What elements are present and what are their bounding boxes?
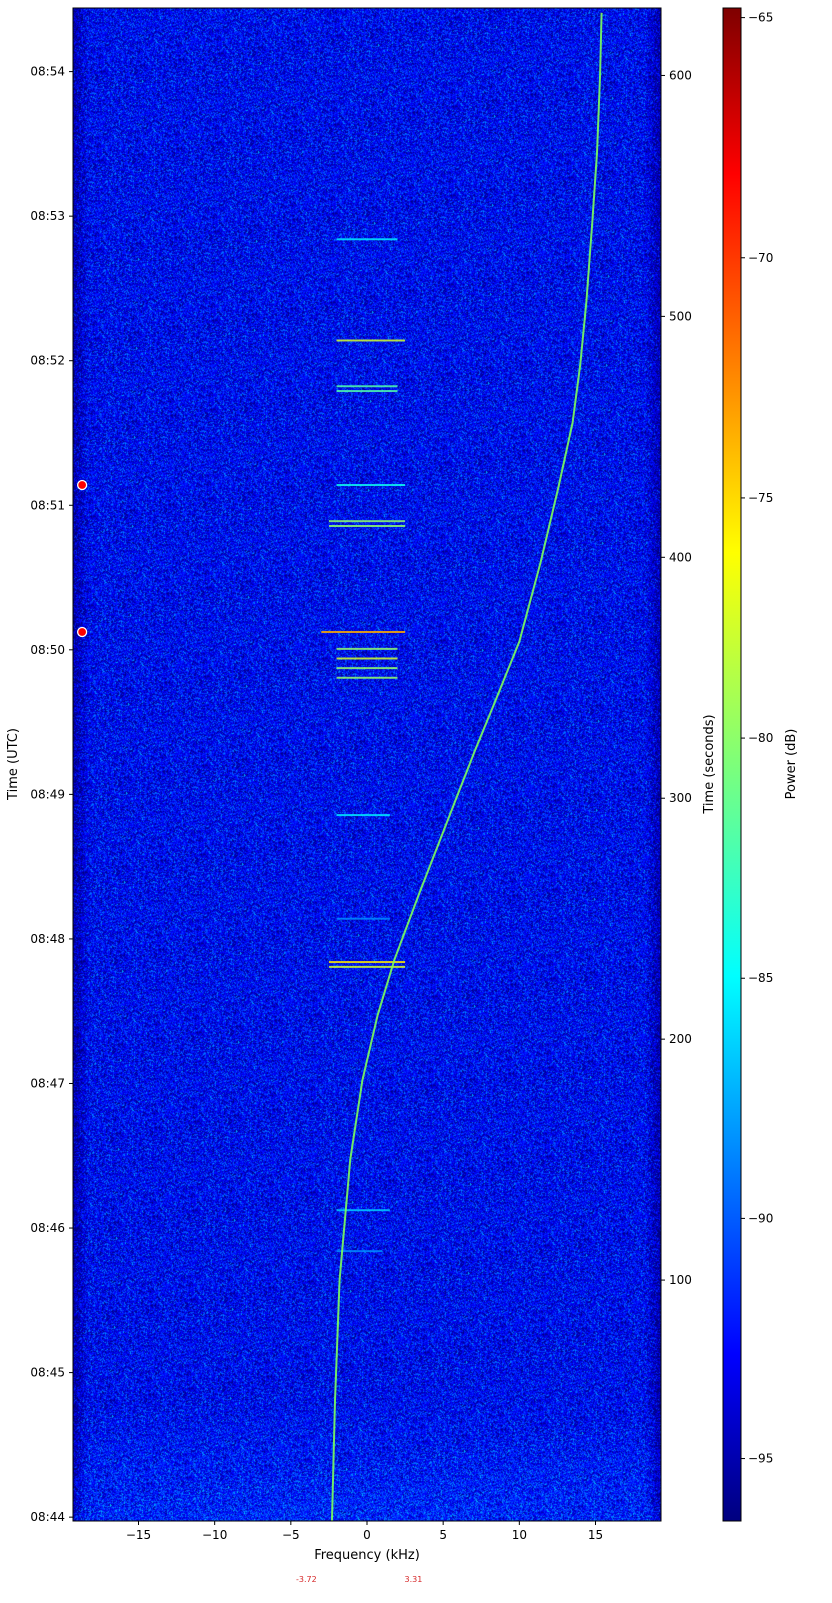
- right-tick-label: 100: [669, 1273, 692, 1287]
- left-tick-label: 08:53: [30, 209, 65, 223]
- right-tick-label: 600: [669, 68, 692, 82]
- left-tick-label: 08:49: [30, 787, 65, 801]
- x-tick-label: 15: [588, 1528, 603, 1542]
- left-tick-label: 08:46: [30, 1221, 65, 1235]
- colorbar-label: Power (dB): [784, 729, 799, 800]
- colorbar-tick-label: −65: [748, 11, 773, 25]
- left-tick-label: 08:54: [30, 65, 65, 79]
- left-axis-label: Time (UTC): [6, 728, 21, 801]
- right-tick-label: 300: [669, 791, 692, 805]
- x-tick-label: −5: [282, 1528, 300, 1542]
- signal-burst: [336, 667, 398, 670]
- doppler-trace: [330, 12, 603, 1522]
- frequency-annotation: -3.72: [296, 1575, 317, 1584]
- event-marker: [76, 479, 88, 491]
- event-marker: [76, 626, 88, 638]
- signal-burst: [328, 965, 406, 968]
- signal-burst: [336, 484, 406, 487]
- signal-burst: [336, 1250, 383, 1253]
- colorbar-tick-label: −95: [748, 1452, 773, 1466]
- signal-burst: [336, 238, 398, 241]
- plot-frame: [72, 7, 662, 1522]
- signal-burst: [336, 657, 398, 660]
- signal-burst: [336, 385, 398, 388]
- signal-burst: [328, 524, 406, 527]
- signal-burst: [336, 917, 390, 920]
- signal-burst: [336, 647, 398, 650]
- left-tick-label: 08:50: [30, 643, 65, 657]
- right-axis-label: Time (seconds): [702, 714, 717, 814]
- left-tick-label: 08:51: [30, 498, 65, 512]
- signal-burst: [336, 339, 406, 342]
- frequency-annotation: 3.31: [405, 1575, 423, 1584]
- spectrogram-heatmap: [73, 8, 661, 1521]
- colorbar-tick-label: −80: [748, 731, 773, 745]
- colorbar-tick-label: −75: [748, 491, 773, 505]
- signal-burst: [336, 676, 398, 679]
- right-tick-label: 400: [669, 550, 692, 564]
- left-tick-label: 08:44: [30, 1510, 65, 1524]
- signal-burst: [328, 961, 406, 964]
- signal-burst: [328, 520, 406, 523]
- colorbar-tick-label: −85: [748, 971, 773, 985]
- x-tick-label: −10: [202, 1528, 227, 1542]
- x-tick-label: 0: [363, 1528, 371, 1542]
- chart-marks: [76, 12, 603, 1522]
- colorbar-tick-label: −70: [748, 251, 773, 265]
- x-axis-label: Frequency (kHz): [314, 1548, 420, 1563]
- right-tick-label: 200: [669, 1032, 692, 1046]
- right-tick-label: 500: [669, 309, 692, 323]
- signal-burst: [336, 1209, 390, 1212]
- signal-burst: [336, 390, 398, 393]
- left-tick-label: 08:47: [30, 1076, 65, 1090]
- signal-burst: [321, 630, 406, 633]
- x-tick-label: 10: [512, 1528, 527, 1542]
- left-tick-label: 08:52: [30, 354, 65, 368]
- signal-burst: [336, 814, 390, 817]
- axes: −15 −10 −5 0 5 10 15 08:44 08:45 08:46 08:47 08:48 0…: [30, 11, 773, 1584]
- left-tick-label: 08:48: [30, 932, 65, 946]
- colorbar-tick-label: −90: [748, 1211, 773, 1225]
- colorbar: [722, 7, 742, 1522]
- x-tick-label: −15: [126, 1528, 151, 1542]
- x-tick-label: 5: [439, 1528, 447, 1542]
- left-tick-label: 08:45: [30, 1366, 65, 1380]
